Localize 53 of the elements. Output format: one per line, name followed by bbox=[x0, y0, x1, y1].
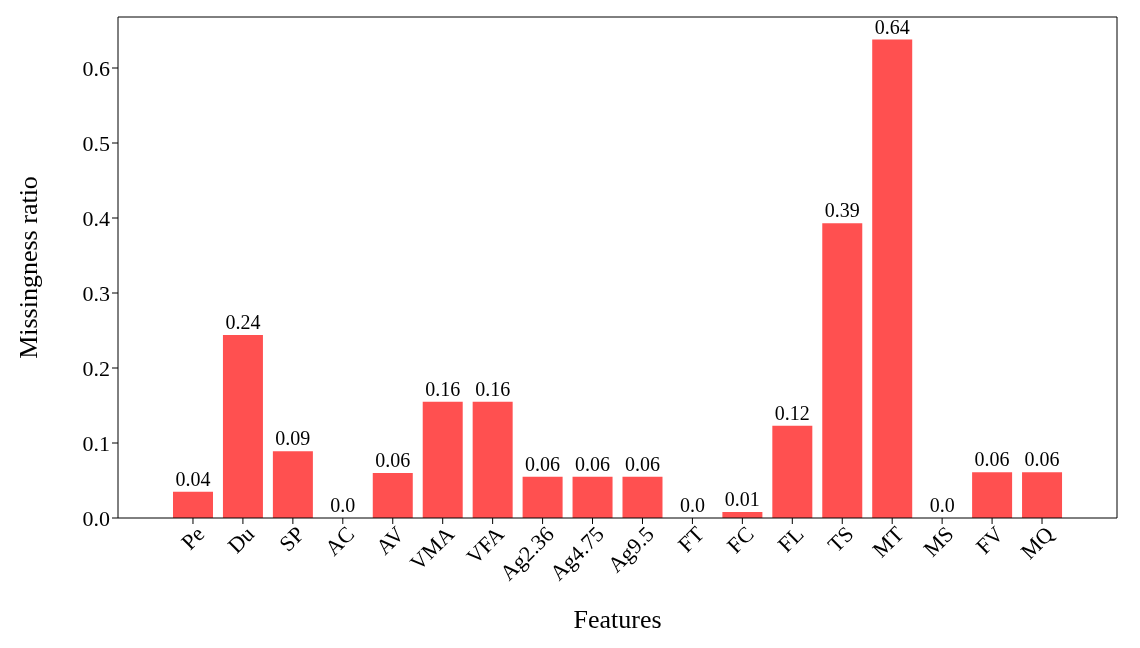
bar bbox=[772, 425, 813, 518]
data-label: 0.01 bbox=[724, 488, 760, 510]
x-tick-label: FV bbox=[970, 521, 1009, 559]
y-tick-label: 0.2 bbox=[82, 355, 110, 381]
bar bbox=[172, 491, 213, 518]
y-axis-title: Missingness ratio bbox=[14, 176, 44, 359]
x-tick-label: FT bbox=[672, 520, 710, 558]
x-tick-label: Pe bbox=[176, 521, 210, 555]
data-label: 0.09 bbox=[275, 427, 311, 450]
data-label: 0.06 bbox=[624, 452, 660, 475]
bar bbox=[972, 472, 1013, 518]
data-label: 0.0 bbox=[330, 494, 356, 516]
bar bbox=[872, 39, 913, 518]
x-tick-label: SP bbox=[274, 521, 310, 557]
data-label: 0.06 bbox=[375, 449, 411, 471]
data-label: 0.64 bbox=[874, 15, 910, 38]
x-tick-label: TS bbox=[822, 521, 859, 558]
bar bbox=[222, 335, 263, 518]
data-label: 0.0 bbox=[679, 494, 705, 516]
y-tick-label: 0.1 bbox=[82, 430, 110, 456]
x-tick-label: MT bbox=[867, 520, 909, 563]
x-tick-label: AC bbox=[319, 521, 360, 561]
data-label: 0.04 bbox=[175, 467, 211, 490]
y-tick-label: 0.5 bbox=[82, 130, 110, 156]
y-tick-label: 0.3 bbox=[82, 280, 110, 306]
bar bbox=[422, 401, 463, 518]
y-tick-label: 0.6 bbox=[82, 55, 110, 81]
data-label: 0.06 bbox=[525, 452, 561, 475]
data-label: 0.12 bbox=[774, 401, 810, 424]
data-label: 0.06 bbox=[575, 452, 611, 475]
x-tick-label: FC bbox=[721, 521, 759, 558]
x-tick-label: FL bbox=[772, 521, 809, 558]
bar bbox=[272, 451, 313, 518]
bar bbox=[522, 476, 563, 518]
y-tick-label: 0.0 bbox=[82, 505, 110, 531]
data-label: 0.16 bbox=[475, 377, 511, 400]
x-tick-label: MQ bbox=[1015, 521, 1059, 565]
data-label: 0.06 bbox=[1024, 448, 1060, 471]
bar bbox=[372, 473, 413, 518]
data-label: 0.0 bbox=[929, 494, 955, 516]
data-label: 0.16 bbox=[425, 377, 461, 400]
x-tick-label: MS bbox=[918, 521, 959, 562]
bar bbox=[572, 476, 613, 518]
data-label: 0.39 bbox=[824, 199, 860, 222]
bar bbox=[472, 401, 513, 518]
bar bbox=[822, 223, 863, 518]
bar bbox=[1022, 472, 1063, 518]
x-axis-title: Features bbox=[573, 605, 662, 634]
x-tick-label: Du bbox=[222, 521, 260, 558]
data-label: 0.24 bbox=[225, 311, 261, 333]
bar bbox=[622, 476, 663, 518]
y-tick-label: 0.4 bbox=[82, 205, 110, 231]
data-label: 0.06 bbox=[974, 448, 1010, 471]
